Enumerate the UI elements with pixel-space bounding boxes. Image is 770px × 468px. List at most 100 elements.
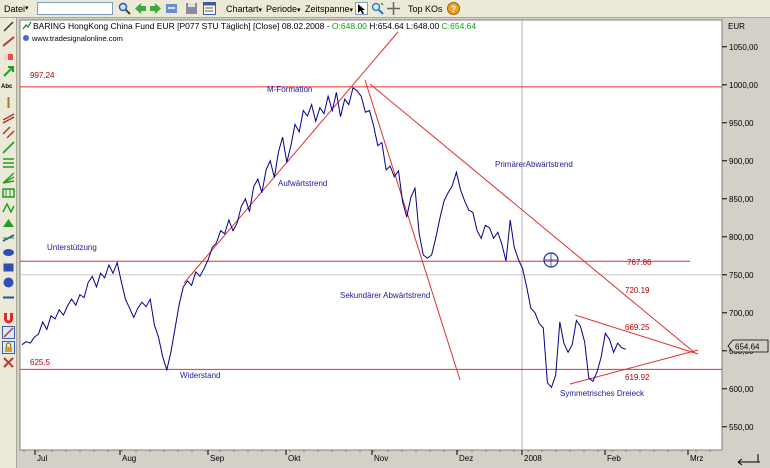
vertical-line-icon[interactable] bbox=[2, 96, 15, 109]
regression-icon[interactable] bbox=[2, 231, 15, 244]
x-tick-label: Jul bbox=[37, 454, 47, 463]
last-price-badge bbox=[727, 339, 769, 353]
chart-type-icon bbox=[22, 21, 32, 30]
cycle-icon[interactable] bbox=[2, 201, 15, 214]
chevron-down-icon: ▾ bbox=[297, 7, 301, 14]
gann-icon[interactable] bbox=[2, 186, 15, 199]
back-arrow-icon[interactable] bbox=[134, 2, 147, 15]
chevron-down-icon: ▾ bbox=[349, 7, 354, 14]
eraser-icon[interactable] bbox=[2, 50, 15, 63]
triangle-upper-line bbox=[574, 314, 699, 355]
drawing-toolbar: Abc bbox=[0, 18, 17, 468]
triangle-icon[interactable] bbox=[2, 216, 15, 229]
chevron-down-icon: ▾ bbox=[258, 7, 263, 14]
y-tick-label: 1000,00 bbox=[729, 81, 758, 90]
plot-area bbox=[19, 19, 723, 451]
secondary-downtrend-line bbox=[364, 79, 461, 381]
trend-lines bbox=[183, 31, 699, 385]
x-tick-label: Sep bbox=[210, 454, 225, 463]
y-tick-label: 950,00 bbox=[729, 119, 754, 128]
timespan-menu-label: Zeitspanne bbox=[305, 4, 350, 14]
crosshair-icon[interactable] bbox=[387, 2, 400, 15]
cursor-icon[interactable] bbox=[355, 2, 368, 15]
y-tick-label: 750,00 bbox=[729, 271, 754, 280]
trendline-icon[interactable] bbox=[2, 35, 15, 48]
x-tick-label: Nov bbox=[374, 454, 388, 463]
text-tool-icon[interactable]: Abc bbox=[1, 84, 13, 90]
open-value: O:648.00 bbox=[332, 21, 367, 31]
svg-text:?: ? bbox=[451, 4, 457, 14]
annotation-symmetric-triangle: Symmetrisches Dreieck bbox=[560, 389, 645, 398]
lock-icon[interactable] bbox=[2, 341, 15, 354]
rectangle-icon[interactable] bbox=[2, 261, 15, 274]
level-label-720: 720.19 bbox=[625, 286, 650, 295]
level-label-resistance: 767.86 bbox=[627, 258, 652, 267]
level-label-619: 619.92 bbox=[625, 373, 650, 382]
delete-drawings-icon[interactable] bbox=[2, 356, 15, 369]
last-price-value: 654.64 bbox=[735, 343, 760, 352]
fan-icon[interactable] bbox=[2, 171, 15, 184]
source-label: www.tradesignalonline.com bbox=[31, 34, 123, 43]
fibonacci-icon[interactable] bbox=[2, 156, 15, 169]
toolbar: Datei ▾ Chartart▾ Periode▾ Zeitspanne▾ T… bbox=[0, 0, 770, 18]
currency-label: EUR bbox=[728, 22, 745, 31]
top-kos-button[interactable]: Top KOs bbox=[408, 4, 443, 14]
file-menu[interactable]: Datei bbox=[4, 4, 26, 14]
y-tick-label: 700,00 bbox=[729, 309, 754, 318]
sync-icon[interactable] bbox=[165, 2, 178, 15]
level-label-low: 625.5 bbox=[30, 358, 51, 367]
y-tick-label: 800,00 bbox=[729, 233, 754, 242]
scroll-control[interactable] bbox=[737, 454, 760, 466]
x-tick-label: Dez bbox=[459, 454, 473, 463]
channel-icon[interactable] bbox=[2, 111, 15, 124]
chart-annotations: M-Formation Aufwärtstrend PrimärerAbwärt… bbox=[47, 85, 645, 398]
level-label-high: 997.24 bbox=[30, 71, 55, 80]
draw-settings-icon[interactable] bbox=[2, 326, 15, 339]
annotation-resistance: Widerstand bbox=[180, 371, 220, 380]
chart-window-icon[interactable] bbox=[203, 2, 216, 15]
ray-icon[interactable] bbox=[2, 141, 15, 154]
pencil-icon[interactable] bbox=[2, 20, 15, 33]
x-tick-label: Feb bbox=[607, 454, 621, 463]
x-tick-label: Aug bbox=[122, 454, 136, 463]
magnet-icon[interactable] bbox=[2, 311, 15, 324]
zoom-icon[interactable] bbox=[371, 2, 384, 15]
x-axis: Jul Aug Sep Okt Nov Dez 2008 Feb Mrz bbox=[23, 450, 711, 463]
search-icon[interactable] bbox=[118, 2, 131, 15]
y-tick-label: 850,00 bbox=[729, 195, 754, 204]
instrument-label: BARING HongKong China Fund EUR [P077 STU… bbox=[33, 21, 332, 31]
save-icon[interactable] bbox=[185, 2, 198, 15]
price-line bbox=[21, 86, 627, 389]
period-menu[interactable]: Periode▾ bbox=[266, 3, 301, 15]
help-icon[interactable]: ? bbox=[447, 2, 460, 15]
y-tick-label: 900,00 bbox=[729, 157, 754, 166]
symbol-search-input[interactable] bbox=[37, 2, 113, 15]
annotation-uptrend: Aufwärtstrend bbox=[278, 179, 327, 188]
charttype-menu[interactable]: Chartart▾ bbox=[226, 3, 262, 15]
circle-icon[interactable] bbox=[2, 276, 15, 289]
y-tick-label: 550,00 bbox=[729, 423, 754, 432]
annotation-secondary-downtrend: Sekundärer Abwärtstrend bbox=[340, 291, 430, 300]
timespan-menu[interactable]: Zeitspanne▾ bbox=[305, 3, 353, 15]
chevron-down-icon[interactable]: ▾ bbox=[25, 5, 29, 12]
globe-icon bbox=[23, 35, 29, 41]
horizontal-line-icon[interactable] bbox=[2, 291, 15, 304]
forward-arrow-icon[interactable] bbox=[149, 2, 162, 15]
period-menu-label: Periode bbox=[266, 4, 298, 14]
price-chart[interactable]: BARING HongKong China Fund EUR [P077 STU… bbox=[17, 18, 770, 468]
ellipse-icon[interactable] bbox=[2, 246, 15, 259]
x-tick-label: 2008 bbox=[524, 454, 542, 463]
x-tick-label: Okt bbox=[288, 454, 301, 463]
level-label-669: 669.25 bbox=[625, 323, 650, 332]
primary-downtrend-line bbox=[369, 83, 696, 354]
y-tick-label: 600,00 bbox=[729, 385, 754, 394]
parallel-lines-icon[interactable] bbox=[2, 126, 15, 139]
annotation-m-formation: M-Formation bbox=[267, 85, 312, 94]
annotation-support: Unterstützung bbox=[47, 243, 97, 252]
arrow-up-icon[interactable] bbox=[2, 65, 15, 78]
x-tick-label: Mrz bbox=[690, 454, 703, 463]
horizontal-levels bbox=[20, 86, 722, 370]
high-value: H:654.64 bbox=[369, 21, 404, 31]
charttype-menu-label: Chartart bbox=[226, 4, 259, 14]
annotation-primary-downtrend: PrimärerAbwärtstrend bbox=[495, 160, 573, 169]
